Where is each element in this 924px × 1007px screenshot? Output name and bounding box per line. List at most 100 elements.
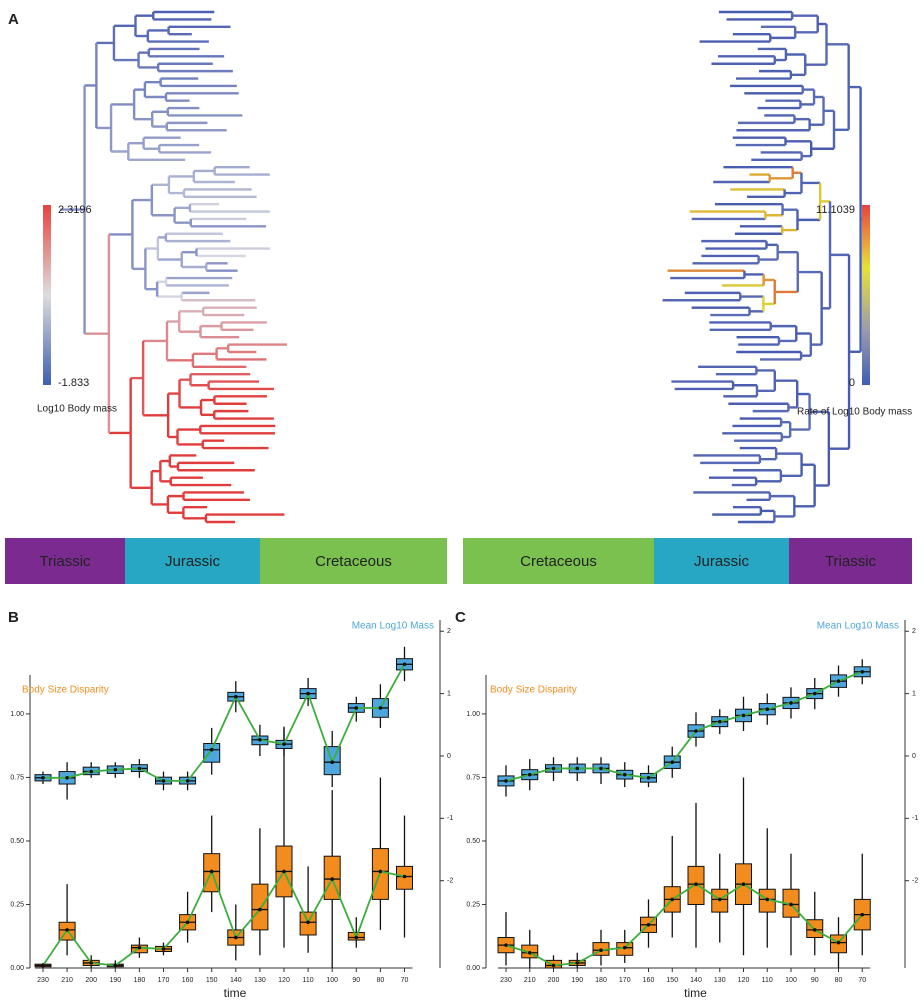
mean-dot: [670, 760, 675, 764]
x-tick-label: 180: [134, 977, 146, 984]
colorbar-min: -1.833: [58, 377, 89, 389]
colorbar-title: Log10 Body mass: [37, 404, 117, 415]
mean-dot: [89, 961, 93, 965]
mean-dot: [258, 737, 262, 742]
mean-dot: [185, 779, 190, 783]
mean-dot: [354, 935, 359, 940]
mean-dot: [113, 767, 118, 772]
mean-dot: [765, 707, 770, 711]
mean-dot: [622, 772, 627, 777]
x-tick-label: 190: [109, 977, 121, 984]
mean-dot: [789, 701, 793, 705]
mean-dot: [741, 882, 746, 886]
mean-dot: [378, 706, 383, 710]
mean-dot: [789, 902, 793, 907]
mean-dot: [717, 719, 722, 724]
mean-dot: [670, 897, 675, 902]
mean-dot: [282, 742, 286, 746]
x-tick-label: 130: [254, 977, 266, 984]
colorbar-max: 11.1039: [816, 204, 855, 216]
y2-tick-label: 1: [447, 690, 451, 697]
period-label: Cretaceous: [520, 553, 597, 570]
mean-dot: [378, 869, 383, 874]
x-tick-label: 160: [643, 977, 655, 984]
mean-dot: [527, 772, 532, 777]
mean-dot: [330, 877, 335, 881]
legend-label: Mean Log10 Mass: [817, 621, 899, 632]
period-label: Triassic: [825, 553, 877, 570]
y2-tick-label: 1: [912, 690, 916, 697]
x-tick-label: 200: [548, 977, 560, 984]
period: [5, 538, 125, 584]
mean-dot: [306, 920, 310, 925]
x-tick-label: 120: [278, 977, 290, 984]
mean-dot: [575, 961, 580, 965]
x-tick-label: 170: [619, 977, 631, 984]
y-tick-label: 1.00: [466, 711, 480, 718]
y-tick-label: 0.75: [466, 774, 480, 781]
x-tick-label: 190: [571, 977, 583, 984]
colorbar-min: 0: [849, 377, 855, 389]
box: [203, 742, 221, 763]
mean-dot: [741, 713, 746, 718]
x-tick-label: 210: [61, 977, 73, 984]
mean-dot: [812, 928, 817, 932]
period: [260, 538, 447, 584]
mean-dot: [234, 935, 238, 940]
x-tick-label: 110: [303, 977, 314, 984]
phylogeny: [60, 10, 870, 524]
colorbar: [862, 205, 870, 385]
trend-line: [505, 883, 863, 967]
mean-dot: [137, 945, 142, 950]
y-tick-label: 0.50: [10, 838, 24, 845]
period: [654, 538, 789, 584]
y2-tick-label: 2: [912, 628, 916, 635]
x-tick-label: 120: [738, 977, 750, 984]
x-tick-label: 170: [158, 977, 170, 984]
mean-dot: [113, 963, 118, 968]
trend-line: [505, 670, 863, 782]
mean-dot: [354, 706, 359, 710]
mean-dot: [836, 679, 841, 683]
mean-dot: [330, 760, 335, 764]
x-tick-label: 210: [524, 977, 536, 984]
y2-tick-label: 2: [447, 628, 451, 635]
x-tick-label: 70: [401, 977, 409, 984]
y2-tick-label: 0: [912, 753, 916, 760]
y-tick-label: 0.25: [10, 901, 24, 908]
trend-line: [42, 869, 405, 967]
x-tick-label: 100: [785, 977, 797, 984]
mean-dot: [185, 920, 190, 925]
mean-dot: [527, 950, 532, 955]
mean-dot: [209, 747, 214, 752]
mean-dot: [41, 963, 45, 968]
period-bar: Triassic Jurassic Cretaceous Cretaceous Jura…: [5, 538, 912, 584]
panel-label: A: [8, 11, 19, 28]
panel-label: C: [455, 609, 466, 626]
mean-dot: [41, 775, 45, 780]
y-tick-label: 0.50: [466, 838, 480, 845]
legend-label: Body Size Disparity: [490, 685, 577, 696]
mean-dot: [551, 766, 556, 771]
colorbar-max: 2.3196: [58, 204, 92, 216]
period: [789, 538, 912, 584]
x-tick-label: 80: [835, 977, 843, 984]
x-tick-label: 70: [858, 977, 866, 984]
y2-tick-label: -2: [912, 878, 918, 885]
period: [463, 538, 654, 584]
mean-dot: [765, 897, 770, 902]
mean-dot: [860, 912, 865, 917]
mean-dot: [599, 948, 603, 953]
mean-dot: [89, 769, 93, 774]
box: [251, 883, 269, 931]
mean-dot: [836, 940, 841, 945]
y2-tick-label: -2: [447, 878, 453, 885]
x-tick-label: 200: [85, 977, 97, 984]
mean-dot: [137, 766, 142, 771]
x-tick-label: 160: [182, 977, 194, 984]
colorbar: [43, 205, 51, 385]
period: [125, 538, 260, 584]
mean-dot: [646, 775, 651, 780]
mean-dot: [622, 945, 627, 950]
x-axis-title: time: [224, 986, 247, 1000]
